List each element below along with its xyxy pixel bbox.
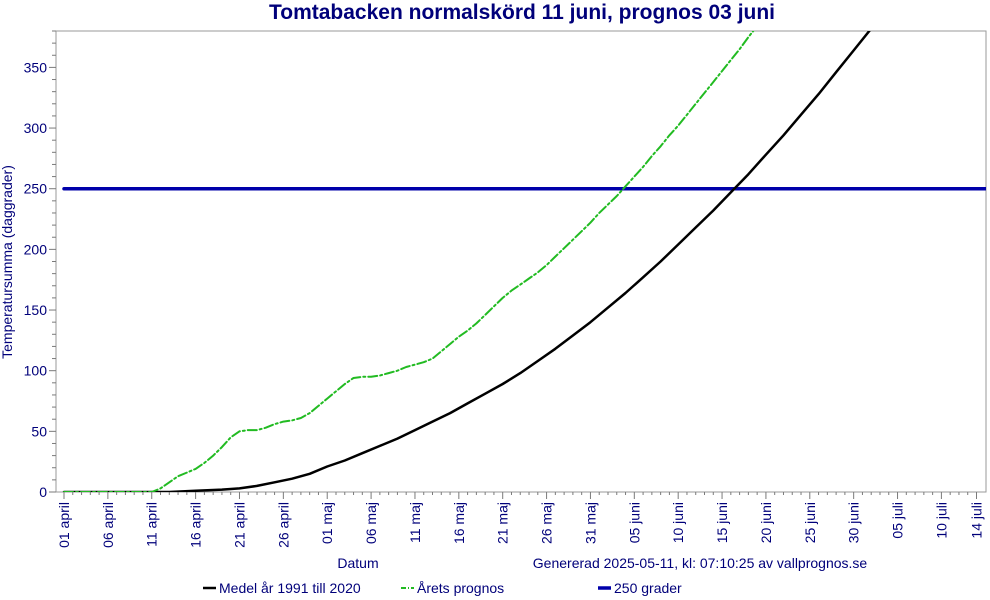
y-tick-label: 250 [24, 181, 48, 197]
y-axis: 0 50 100 150 200 250 300 350 [24, 30, 56, 500]
x-tick-label: 25 juni [802, 502, 818, 543]
x-tick-label: 16 maj [451, 502, 467, 544]
x-tick-label: 11 april [144, 502, 160, 547]
x-tick-label: 21 april [231, 502, 247, 548]
x-tick-label: 14 juli [969, 502, 985, 539]
x-tick-label: 11 maj [407, 502, 423, 543]
legend-label: Medel år 1991 till 2020 [219, 580, 361, 596]
x-tick-label: 21 maj [495, 502, 511, 544]
y-tick-label: 150 [24, 302, 48, 318]
x-tick-label: 01 april [56, 502, 72, 548]
chart-title: Tomtabacken normalskörd 11 juni, prognos… [269, 1, 775, 24]
x-tick-label: 20 juni [758, 502, 774, 543]
x-tick-label: 05 juni [626, 502, 642, 543]
x-tick-label: 15 juni [714, 502, 730, 543]
y-tick-label: 200 [24, 241, 48, 257]
legend-label: 250 grader [614, 580, 682, 596]
x-tick-label: 10 juli [933, 502, 949, 539]
y-axis-label: Temperatursumma (daggrader) [0, 165, 15, 359]
y-tick-label: 100 [24, 363, 48, 379]
x-tick-label: 06 april [100, 502, 116, 548]
series-line-medel [62, 31, 871, 492]
y-tick-label: 50 [31, 423, 47, 439]
x-tick-label: 01 maj [319, 502, 335, 544]
x-tick-label: 06 maj [363, 502, 379, 544]
y-tick-label: 0 [39, 484, 47, 500]
x-axis: 01 april 06 april 11 april 16 april 21 april… [56, 492, 985, 548]
generated-note: Genererad 2025-05-11, kl: 07:10:25 av va… [533, 555, 868, 571]
x-tick-label: 10 juni [670, 502, 686, 543]
x-tick-label: 30 juni [846, 502, 862, 543]
x-tick-label: 16 april [188, 502, 204, 548]
y-tick-label: 350 [24, 59, 48, 75]
x-tick-label: 31 maj [582, 502, 598, 544]
y-tick-label: 300 [24, 120, 48, 136]
series-line-prognos [63, 31, 755, 492]
x-axis-label: Datum [337, 555, 378, 571]
x-tick-label: 26 maj [539, 502, 555, 544]
series-layer [62, 31, 986, 492]
x-tick-label: 05 juli [890, 502, 906, 539]
legend: Medel år 1991 till 2020 Årets prognos 250 … [203, 580, 682, 596]
legend-label: Årets prognos [417, 580, 504, 596]
x-tick-label: 26 april [275, 502, 291, 548]
plot-frame [55, 30, 987, 493]
